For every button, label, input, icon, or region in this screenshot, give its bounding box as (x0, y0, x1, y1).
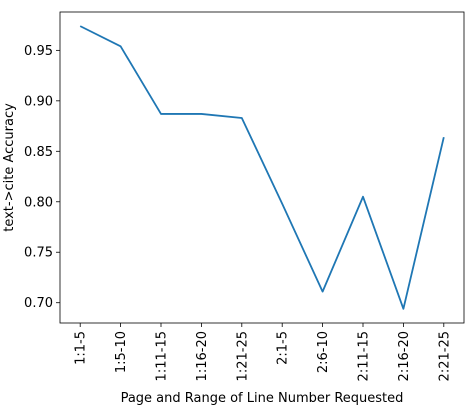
plot-area-background (60, 12, 464, 323)
series-line (79, 25, 445, 310)
plot-frame (59, 11, 465, 324)
y-tick-label: 0.90 (24, 94, 53, 109)
x-axis-label: Page and Range of Line Number Requested (121, 391, 404, 406)
x-tick-label: 2:11-15 (357, 331, 372, 381)
y-axis-label: text->cite Accuracy (2, 103, 17, 232)
x-tick-label: 2:1-5 (276, 331, 291, 365)
x-tick-label: 1:21-25 (235, 331, 250, 381)
y-tick-label: 0.70 (24, 296, 53, 311)
x-tick-label: 1:11-15 (155, 331, 170, 381)
y-tick-label: 0.85 (24, 145, 53, 160)
x-tick-label: 1:1-5 (74, 331, 89, 365)
y-tick-label: 0.80 (24, 195, 53, 210)
y-tick-label: 0.95 (24, 44, 53, 59)
x-tick-label: 2:16-20 (397, 331, 412, 381)
y-tick-label: 0.75 (24, 246, 53, 261)
x-tick-label: 1:5-10 (114, 331, 129, 373)
x-tick-label: 1:16-20 (195, 331, 210, 381)
x-tick-label: 2:6-10 (316, 331, 331, 373)
x-tick-label: 2:21-25 (437, 331, 452, 381)
y-axis-ticks: 0.70 0.75 0.80 0.85 0.90 0.95 (24, 44, 60, 311)
x-axis-ticks: 1:1-5 1:5-10 1:11-15 1:16-20 1:21-25 2:1-5 2:6… (74, 323, 452, 381)
